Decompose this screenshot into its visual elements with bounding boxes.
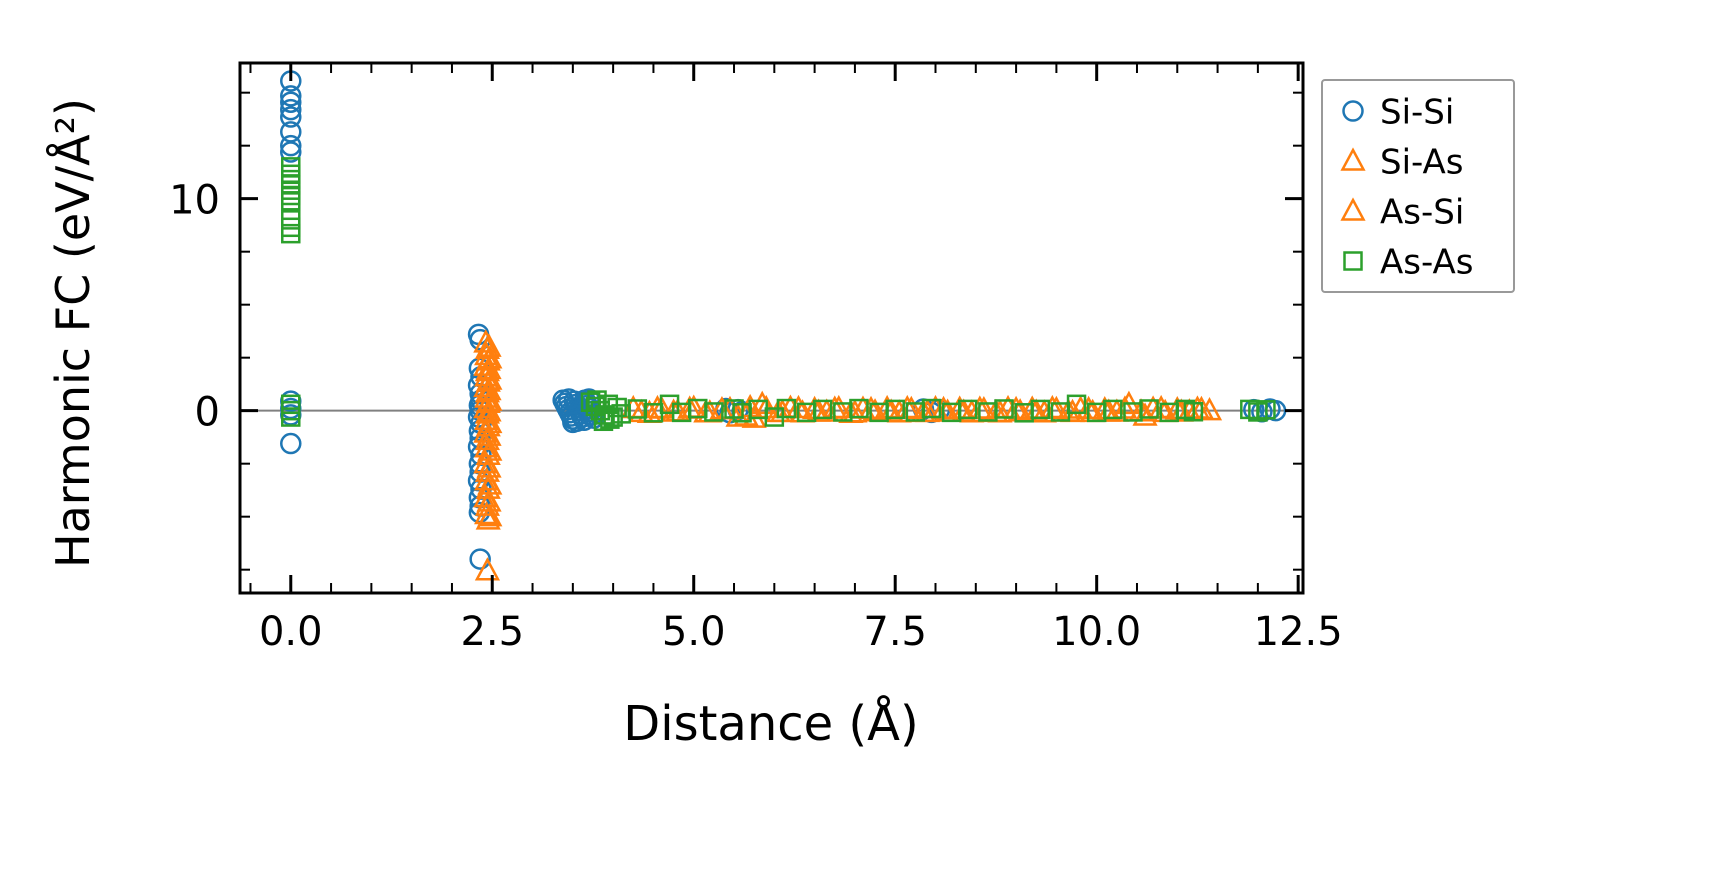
data-point <box>477 503 503 527</box>
x-tick-label: 0.0 <box>259 609 323 655</box>
data-point <box>476 422 502 446</box>
legend-item: Si-As <box>1340 142 1464 182</box>
data-point <box>281 223 301 244</box>
data-point <box>280 134 302 157</box>
circle-marker-icon <box>1342 100 1364 122</box>
data-point <box>280 91 302 113</box>
data-point <box>776 398 797 419</box>
legend-box <box>1321 79 1515 293</box>
data-point <box>281 407 301 427</box>
x-tick-label: 10.0 <box>1052 609 1141 655</box>
data-point <box>474 557 501 581</box>
data-point <box>280 98 302 121</box>
data-point <box>476 333 502 357</box>
legend-item: As-As <box>1343 242 1473 282</box>
x-axis-label: Distance (Å) <box>623 696 919 752</box>
data-point <box>469 548 491 570</box>
data-point <box>477 409 503 434</box>
legend-label: As-Si <box>1380 192 1464 232</box>
data-point <box>1103 399 1123 420</box>
data-point <box>1196 397 1223 421</box>
series-As-As <box>281 157 1276 432</box>
data-point <box>477 387 503 411</box>
square-marker-icon <box>1343 251 1363 271</box>
data-point <box>476 488 502 512</box>
legend-item: Si-Si <box>1342 92 1454 132</box>
data-point <box>957 399 978 420</box>
y-tick-label: 10 <box>169 177 220 223</box>
legend-label: As-As <box>1380 242 1473 282</box>
legend-label: Si-Si <box>1380 92 1454 132</box>
data-point <box>280 85 302 107</box>
data-point <box>885 399 905 420</box>
data-point <box>476 398 502 422</box>
y-tick-label: 0 <box>195 389 220 435</box>
plot-frame <box>238 61 1305 595</box>
legend-item: As-Si <box>1340 192 1464 232</box>
x-tick-label: 2.5 <box>460 609 524 655</box>
legend: Si-Si Si-As As-Si As-As <box>1321 79 1515 293</box>
series-Si-As <box>473 329 1215 581</box>
data-point <box>281 180 301 200</box>
x-tick-label: 5.0 <box>662 609 726 655</box>
axis-ticks <box>240 63 1303 593</box>
data-point <box>849 398 869 419</box>
data-point <box>281 169 301 190</box>
data-point <box>281 185 301 206</box>
data-point <box>812 399 833 420</box>
data-point <box>1183 401 1204 422</box>
data-point <box>1066 394 1087 415</box>
x-tick-label: 12.5 <box>1254 609 1343 655</box>
y-axis-label: Harmonic FC (eV/Å²) <box>46 98 100 568</box>
data-point <box>562 411 584 434</box>
data-point <box>280 106 302 128</box>
data-point <box>607 397 627 418</box>
series-Si-Si <box>280 70 1287 570</box>
data-point <box>280 141 302 163</box>
legend-label: Si-As <box>1380 142 1464 182</box>
x-tick-label: 7.5 <box>863 609 927 655</box>
data-point <box>994 399 1014 419</box>
data-point <box>281 191 301 211</box>
triangle-marker-icon <box>1340 197 1366 221</box>
data-point <box>1030 399 1051 420</box>
triangle-marker-icon <box>1340 147 1366 171</box>
data-point <box>704 402 724 422</box>
data-point <box>280 432 302 455</box>
data-point <box>281 175 301 195</box>
data-point <box>1256 400 1276 420</box>
data-point <box>1139 399 1159 419</box>
data-point <box>921 398 942 419</box>
series-As-Si <box>476 333 1223 527</box>
data-point <box>587 390 607 410</box>
